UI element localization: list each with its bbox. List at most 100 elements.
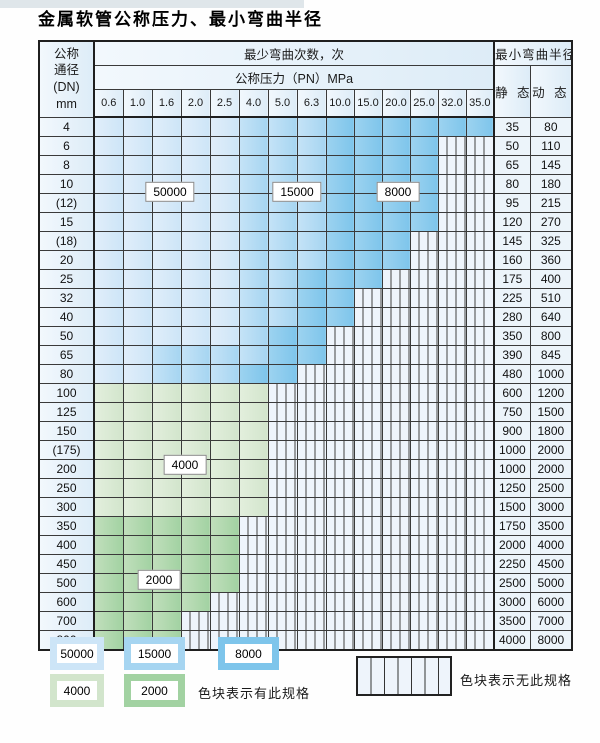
no-spec-cell	[238, 516, 269, 536]
pressure-col-0.6: 0.6	[93, 88, 124, 118]
pressure-header: 公称压力（PN）MPa	[93, 64, 495, 90]
dynamic-radius-cell: 270	[529, 212, 573, 232]
no-spec-cell	[381, 326, 411, 346]
pressure-col-2.0: 2.0	[180, 88, 211, 118]
no-spec-cell	[267, 592, 298, 612]
legend-swatch-50000: 50000	[50, 637, 104, 670]
no-spec-cell	[209, 592, 240, 612]
cycle-cell-15000	[238, 307, 269, 327]
cycle-cell-50000	[209, 231, 240, 251]
cycle-cell-8000	[409, 136, 439, 156]
table-row-dn-4: 4 35 80	[38, 116, 573, 137]
cycle-cell-8000	[353, 155, 383, 175]
no-spec-cell	[325, 611, 355, 631]
no-spec-cell	[409, 478, 439, 498]
cycle-cell-4000	[151, 402, 182, 422]
no-spec-cell	[325, 497, 355, 517]
dynamic-radius-cell: 145	[529, 155, 573, 175]
no-spec-cell	[209, 611, 240, 631]
static-radius-cell: 600	[493, 383, 531, 403]
no-spec-cell	[325, 516, 355, 536]
no-spec-cell	[465, 155, 495, 175]
dynamic-radius-cell: 6000	[529, 592, 573, 612]
no-spec-cell	[325, 630, 355, 651]
no-spec-cell	[325, 421, 355, 441]
cycle-cell-8000	[353, 116, 383, 137]
dynamic-radius-cell: 215	[529, 193, 573, 213]
cycle-cell-50000	[151, 326, 182, 346]
cycle-cell-2000	[151, 535, 182, 555]
static-radius-cell: 1000	[493, 459, 531, 479]
no-spec-cell	[296, 364, 327, 384]
dn-cell: 50	[38, 326, 95, 346]
cycle-cell-4000	[93, 459, 124, 479]
no-spec-cell	[465, 459, 495, 479]
no-spec-cell	[381, 611, 411, 631]
cycle-cell-4000	[180, 478, 211, 498]
no-spec-cell	[437, 459, 467, 479]
no-spec-cell	[409, 554, 439, 574]
legend-swatch-15000-label: 15000	[131, 644, 178, 663]
dn-cell: 125	[38, 402, 95, 422]
no-spec-cell	[353, 497, 383, 517]
dn-header-line2: 通径	[53, 63, 79, 78]
no-spec-cell	[465, 421, 495, 441]
no-spec-cell	[325, 554, 355, 574]
cycle-cell-50000	[151, 155, 182, 175]
cycle-cell-50000	[209, 326, 240, 346]
cycle-cell-2000	[93, 516, 124, 536]
static-radius-cell: 120	[493, 212, 531, 232]
cycle-cell-8000	[381, 250, 411, 270]
dynamic-radius-cell: 8000	[529, 630, 573, 651]
no-spec-cell	[465, 269, 495, 289]
dynamic-radius-cell: 1800	[529, 421, 573, 441]
no-spec-cell	[353, 459, 383, 479]
cycle-cell-50000	[93, 136, 124, 156]
no-spec-cell	[353, 383, 383, 403]
no-spec-cell	[267, 402, 298, 422]
dynamic-radius-cell: 3000	[529, 497, 573, 517]
cycle-cell-50000	[180, 212, 211, 232]
no-spec-cell	[465, 554, 495, 574]
no-spec-cell	[409, 497, 439, 517]
cycle-cell-50000	[122, 136, 153, 156]
dynamic-radius-cell: 640	[529, 307, 573, 327]
cycle-cell-50000	[122, 307, 153, 327]
no-spec-cell	[238, 611, 269, 631]
no-spec-cell	[353, 307, 383, 327]
cycle-cell-4000	[238, 440, 269, 460]
cycle-cell-50000	[93, 307, 124, 327]
dynamic-radius-cell: 7000	[529, 611, 573, 631]
no-spec-cell	[353, 440, 383, 460]
no-spec-cell	[465, 345, 495, 365]
cycle-cell-50000	[93, 364, 124, 384]
no-spec-cell	[325, 592, 355, 612]
dynamic-radius-cell: 80	[529, 116, 573, 137]
static-column-header: 静 态	[493, 64, 531, 118]
cycle-cell-2000	[209, 573, 240, 593]
dn-cell: 25	[38, 269, 95, 289]
cycle-cell-4000	[122, 383, 153, 403]
no-spec-cell	[437, 155, 467, 175]
dynamic-radius-cell: 845	[529, 345, 573, 365]
cycle-cell-50000	[122, 269, 153, 289]
no-spec-cell	[325, 402, 355, 422]
static-radius-cell: 900	[493, 421, 531, 441]
pressure-col-1.0: 1.0	[122, 88, 153, 118]
no-spec-cell	[267, 535, 298, 555]
cycle-cell-8000	[437, 116, 467, 137]
cycle-cell-8000	[381, 231, 411, 251]
no-spec-cell	[296, 383, 327, 403]
cycle-cell-8000	[381, 136, 411, 156]
cycle-cell-50000	[122, 364, 153, 384]
cycle-cell-50000	[122, 326, 153, 346]
no-spec-cell	[353, 516, 383, 536]
legend-swatch-4000: 4000	[50, 674, 104, 707]
dynamic-column-header: 动 态	[529, 64, 573, 118]
cycle-label-50000: 50000	[145, 181, 195, 203]
no-spec-cell	[465, 592, 495, 612]
no-spec-cell	[465, 535, 495, 555]
cycle-cell-2000	[151, 611, 182, 631]
no-spec-cell	[465, 497, 495, 517]
cycle-cell-8000	[381, 212, 411, 232]
